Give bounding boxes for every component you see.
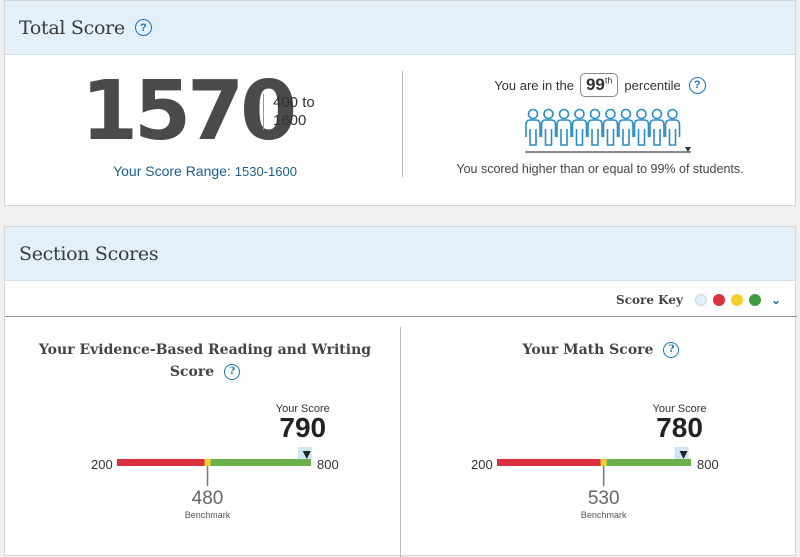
scale-min: 200 [91,457,113,472]
person-icon [574,108,585,120]
person-icon [605,108,616,120]
person-icon [602,119,619,146]
bar-yellow-segment [600,459,607,466]
person-icon [633,119,650,146]
section-scores-title: Section Scores [19,242,159,265]
score-marker [679,451,688,459]
divider [5,316,797,317]
your-score-value: 790 [279,412,327,443]
score-range: Your Score Range: 1530-1600 [5,163,405,179]
person-icon [525,119,541,146]
section-scores-card: Section Scores Score Key ⌄ Your Evidence… [4,226,797,557]
person-icon [543,108,554,120]
key-dot-yellow [730,294,743,306]
total-score-value: 1570 [81,64,297,159]
scale-max: 800 [317,457,339,472]
score-key-label: Score Key [616,293,683,307]
person-icon [571,119,588,146]
percentile-value: 99 [585,75,605,94]
person-icon [649,119,665,146]
math-title-text: Your Math Score [522,342,654,358]
score-key[interactable]: Score Key ⌄ [616,293,781,307]
person-icon [587,119,603,146]
score-scale: 400 to 1600 [263,94,333,130]
person-icon [667,108,678,120]
your-score-label: Your Score [275,403,330,415]
percentile-line: You are in the 99th percentile ? [403,73,797,97]
section-scores-header: Section Scores [5,227,795,281]
person-icon [651,108,663,120]
percentile-badge: 99th [579,73,619,97]
person-icon [589,108,601,120]
percentile-word: percentile [624,77,681,93]
divider [400,327,401,557]
person-icon [618,119,634,146]
key-dot-range [694,294,707,306]
person-icon [636,108,647,120]
your-score-value: 780 [656,412,703,443]
people-icon [525,108,691,153]
benchmark-label: Benchmark [580,510,627,520]
total-score-title: Total Score [19,16,125,39]
score-marker [302,451,311,459]
scale-min: 400 to [273,94,315,111]
help-icon[interactable]: ? [224,364,241,380]
benchmark-value: 480 [191,488,224,509]
person-icon [620,108,632,120]
score-range-label: Your Score Range: [113,163,231,179]
total-score-card: Total Score ? 1570 400 to 1600 Your Scor… [4,0,796,206]
bar-green-segment [210,459,311,466]
person-icon [664,119,681,146]
person-icon [556,119,572,146]
scale-min: 200 [471,457,493,472]
reading-title-line2: Score [169,364,215,380]
your-score-label: Your Score [652,403,707,415]
help-icon[interactable]: ? [663,342,680,358]
bar-yellow-segment [204,459,211,466]
percentile-suffix: th [604,75,613,86]
benchmark-value: 530 [587,488,620,509]
key-dot-green [748,294,761,306]
scale-max: 800 [697,457,719,472]
score-bar [497,447,691,486]
reading-title: Your Evidence-Based Reading and Writing … [35,339,375,383]
percentile-note: You scored higher than or equal to 99% o… [456,162,744,176]
score-range-value: 1530-1600 [234,164,297,179]
benchmark-label: Benchmark [184,510,231,520]
percentile-prefix: You are in the [494,77,574,93]
bar-green-segment [606,459,691,466]
bar-red-segment [497,459,601,466]
reading-title-line1: Your Evidence-Based Reading and Writing [38,342,372,358]
divider [402,71,403,177]
math-title: Your Math Score? [405,339,797,361]
help-icon[interactable]: ? [134,19,152,36]
help-icon[interactable]: ? [688,76,706,94]
chevron-down-icon[interactable]: ⌄ [770,293,781,307]
math-gauge: Your Score 780 200 800 530 Benchmark [465,397,725,527]
person-icon [540,119,557,146]
person-icon [527,108,539,120]
scale-max: 1600 [273,112,307,129]
reading-gauge: Your Score 790 200 800 480 Benchmark [85,397,345,527]
person-icon [558,108,570,120]
score-bar [117,447,312,486]
bar-red-segment [117,459,205,466]
key-dot-red [712,294,725,306]
total-score-header: Total Score ? [5,1,795,55]
